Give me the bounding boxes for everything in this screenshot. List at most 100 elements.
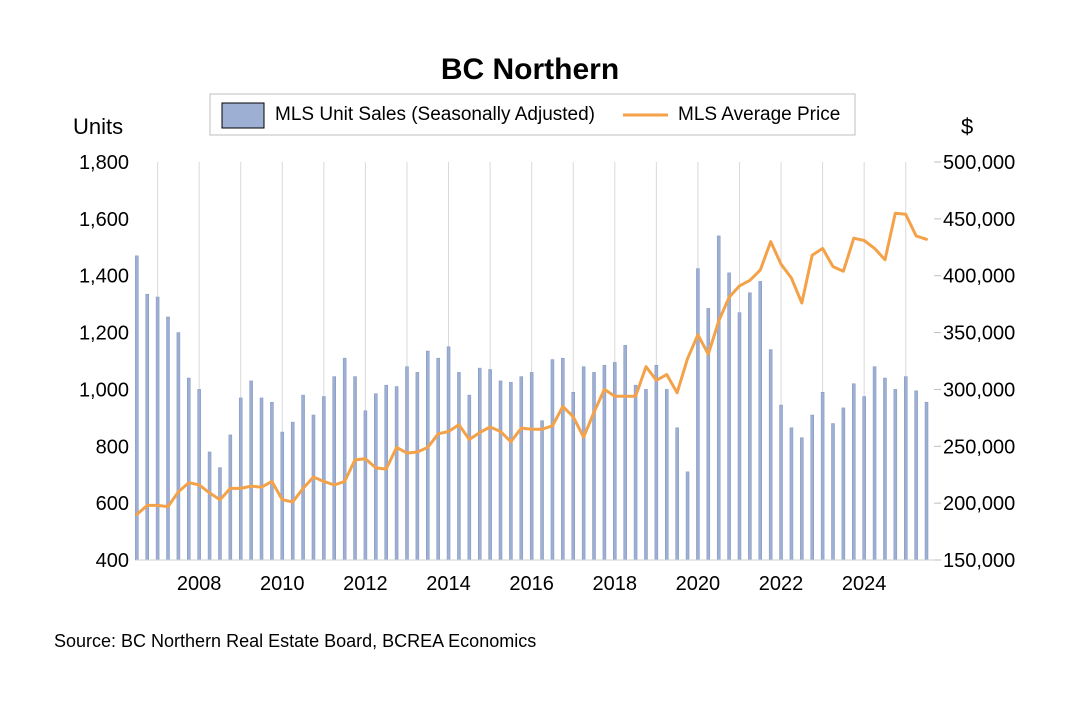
right-axis-tick-label: 150,000 (943, 550, 1015, 572)
bar-unit-sales (831, 423, 835, 561)
bar-unit-sales (883, 377, 887, 561)
bar-unit-sales (519, 376, 524, 561)
left-axis-label: Units (73, 114, 123, 139)
bar-unit-sales (176, 332, 181, 561)
x-axis-tick-label: 2008 (177, 573, 222, 595)
bar-unit-sales (426, 350, 430, 561)
bar-unit-sales (592, 372, 596, 561)
right-axis-tick-label: 350,000 (943, 323, 1015, 345)
bar-unit-sales (446, 346, 451, 561)
left-axis-tick-label: 800 (96, 436, 129, 458)
bar-unit-sales (665, 389, 669, 561)
bar-unit-sales (467, 394, 472, 561)
series-line-average-price (135, 211, 928, 516)
legend-box (209, 93, 856, 136)
right-axis-tick-label: 250,000 (943, 436, 1015, 458)
x-axis-tick-label: 2020 (676, 573, 721, 595)
bar-unit-sales (768, 349, 773, 561)
legend-label-unit-sales: MLS Unit Sales (Seasonally Adjusted) (275, 104, 595, 125)
x-axis-tick-label: 2012 (343, 573, 388, 595)
legend: MLS Unit Sales (Seasonally Adjusted) MLS… (209, 93, 856, 136)
bar-unit-sales (737, 312, 742, 561)
bar-unit-sales (644, 389, 648, 561)
bar-unit-sales (550, 359, 555, 561)
bar-unit-sales (872, 366, 877, 561)
x-axis-tick-label: 2024 (842, 573, 887, 595)
bar-unit-sales (477, 367, 482, 561)
left-axis-tick-label: 1,800 (79, 152, 129, 174)
chart-title: BC Northern (441, 53, 619, 86)
bar-unit-sales (613, 362, 617, 561)
bar-unit-sales (187, 377, 191, 561)
bar-unit-sales (197, 389, 201, 561)
legend-bar-swatch (221, 102, 265, 129)
bar-unit-sales (779, 404, 783, 561)
bar-unit-sales (353, 376, 357, 561)
right-axis-tick-label: 400,000 (943, 266, 1015, 288)
bar-unit-sales (841, 407, 846, 561)
bar-unit-sales (238, 397, 243, 561)
bar-unit-sales (394, 386, 399, 561)
left-axis-tick-label: 1,600 (79, 209, 129, 231)
x-axis-tick-label: 2014 (426, 573, 471, 595)
right-axis-tick-label: 300,000 (943, 379, 1015, 401)
bar-unit-sales (675, 427, 679, 561)
bar-unit-sales (342, 357, 347, 561)
legend-label-average-price: MLS Average Price (678, 104, 840, 125)
right-axis-tick-label: 200,000 (943, 493, 1015, 515)
bar-unit-sales (301, 394, 305, 561)
bar-unit-sales (249, 380, 253, 561)
bar-unit-sales (228, 434, 233, 561)
bar-unit-sales (685, 471, 690, 561)
bar-unit-sales (259, 397, 264, 561)
bar-unit-sales (893, 389, 898, 561)
bar-unit-sales (488, 369, 492, 561)
bar-unit-sales (145, 293, 149, 561)
bar-unit-sales (810, 414, 814, 561)
bar-unit-sales (654, 365, 659, 561)
x-axis-tick-label: 2010 (260, 573, 305, 595)
x-axis-tick-label: 2016 (509, 573, 554, 595)
bar-unit-sales (498, 380, 503, 561)
right-axis-tick-label: 500,000 (943, 152, 1015, 174)
bar-unit-sales (374, 393, 378, 561)
bar-unit-sales (852, 383, 856, 561)
left-axis-tick-label: 1,000 (79, 379, 129, 401)
bar-unit-sales (800, 437, 804, 561)
bar-unit-sales (633, 384, 638, 561)
bar-unit-sales (789, 427, 794, 561)
left-axis-tick-label: 1,400 (79, 266, 129, 288)
bar-unit-sales (696, 268, 700, 561)
bar-unit-sales (436, 357, 440, 561)
bar-unit-sales (363, 410, 368, 561)
bar-unit-sales (623, 345, 627, 561)
bar-unit-sales (155, 296, 160, 561)
bar-unit-sales (820, 392, 825, 561)
left-axis-tick-label: 600 (96, 493, 129, 515)
bar-unit-sales (405, 366, 409, 561)
bar-unit-sales (384, 384, 388, 561)
bar-unit-sales (716, 235, 721, 561)
bar-unit-sales (509, 382, 513, 561)
source-note: Source: BC Northern Real Estate Board, B… (54, 631, 536, 651)
bar-unit-sales (529, 372, 534, 561)
bar-unit-sales (311, 414, 316, 561)
bar-unit-sales (581, 366, 586, 561)
bar-unit-sales (218, 467, 222, 561)
axes: 400 600 800 1,000 1,200 1,400 1,600 1,800 150,00… (79, 152, 1015, 595)
bar-unit-sales (540, 420, 544, 561)
left-axis-tick-label: 400 (96, 550, 129, 572)
right-axis-label: $ (961, 114, 973, 139)
bar-unit-sales (561, 357, 565, 561)
bar-unit-sales (758, 281, 763, 561)
bar-unit-sales (903, 376, 908, 561)
bar-unit-sales (727, 272, 731, 561)
bar-unit-sales (207, 451, 212, 561)
right-axis-tick-label: 450,000 (943, 209, 1015, 231)
bar-unit-sales (748, 292, 752, 561)
bar-unit-sales (166, 316, 170, 561)
bar-unit-sales (457, 372, 461, 561)
bar-unit-sales (322, 396, 326, 561)
